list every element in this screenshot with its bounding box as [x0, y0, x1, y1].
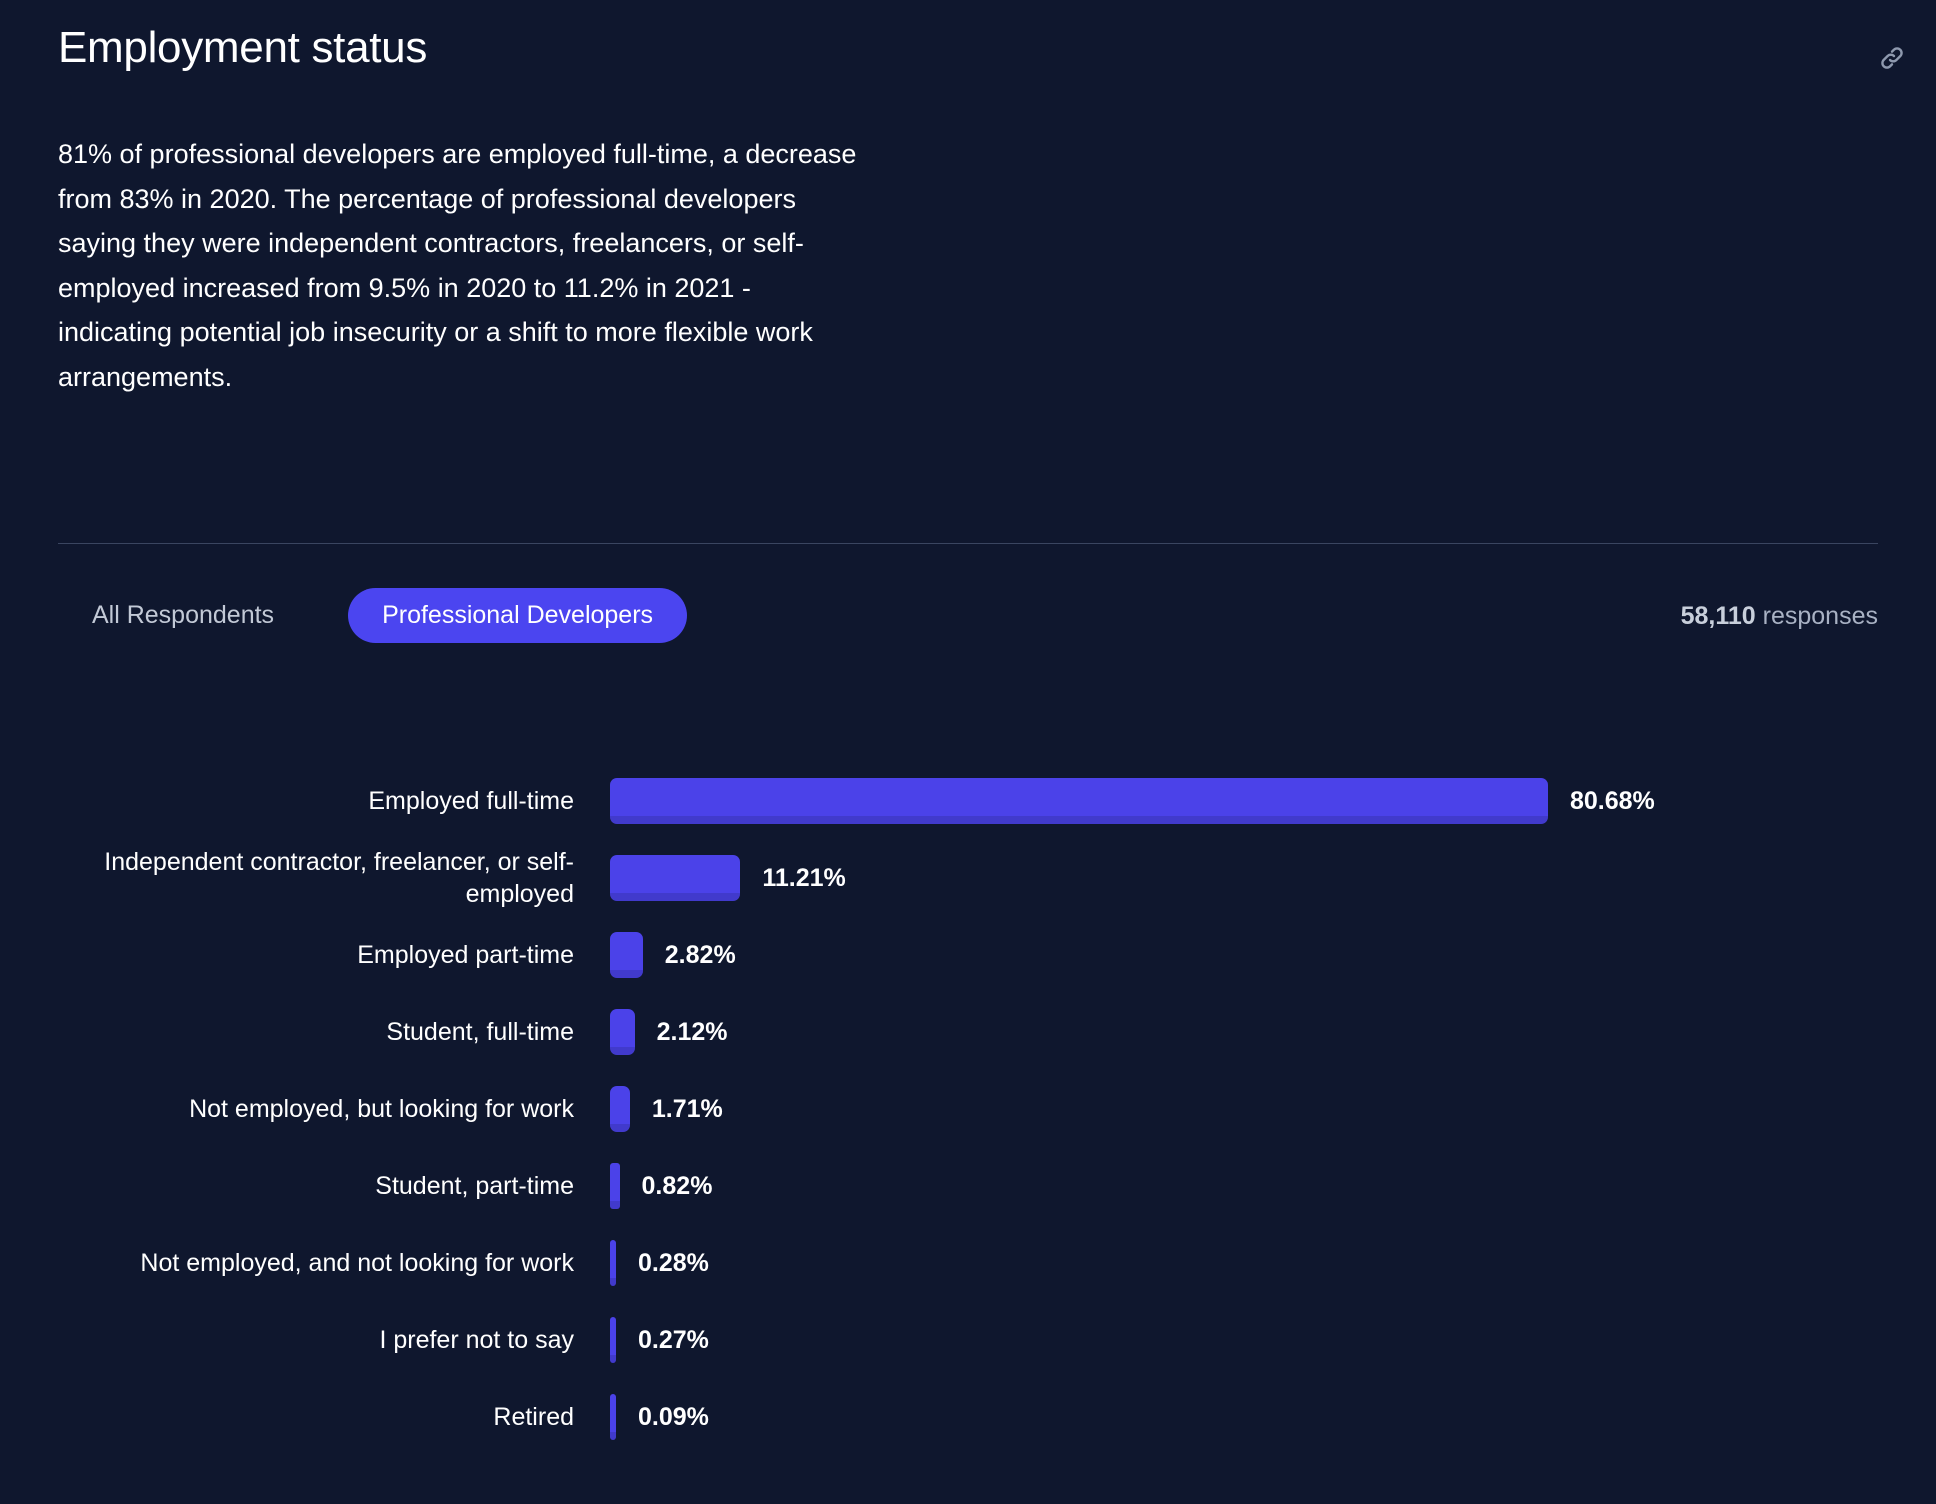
bar-track: 80.68%: [610, 770, 1878, 832]
intro-paragraph: 81% of professional developers are emplo…: [58, 139, 857, 392]
bar-row: Retired 0.09%: [58, 1386, 1878, 1448]
bar[interactable]: [610, 1317, 616, 1363]
bar-row: Employed part-time 2.82%: [58, 924, 1878, 986]
panel-header: Employment status: [58, 22, 1896, 75]
page-title: Employment status: [58, 23, 428, 72]
bar-label: Not employed, and not looking for work: [140, 1248, 574, 1277]
bar-value: 0.28%: [638, 1248, 709, 1277]
bar-row: Not employed, but looking for work 1.71%: [58, 1078, 1878, 1140]
filter-tabs: All Respondents Professional Developers: [58, 588, 688, 643]
bar-value: 11.21%: [762, 863, 846, 892]
bar-track: 0.28%: [610, 1232, 1878, 1294]
bar-label: Independent contractor, freelancer, or s…: [104, 848, 574, 908]
bar-track: 0.27%: [610, 1309, 1878, 1371]
bar[interactable]: [610, 778, 1548, 824]
tab-all-respondents[interactable]: All Respondents: [92, 601, 275, 629]
bar-row: Student, part-time 0.82%: [58, 1155, 1878, 1217]
bar-value: 1.71%: [651, 1094, 723, 1123]
bar-row: Not employed, and not looking for work 0.…: [58, 1232, 1878, 1294]
bar-label: I prefer not to say: [379, 1325, 574, 1354]
section-divider: [58, 543, 1878, 544]
bar-value: 2.82%: [664, 940, 736, 969]
response-count-label: responses: [1762, 602, 1878, 630]
bar-track: 11.21%: [610, 847, 1878, 909]
bar[interactable]: [610, 855, 741, 901]
bar[interactable]: [610, 1009, 635, 1055]
bar[interactable]: [610, 1163, 620, 1209]
bar-label: Student, part-time: [375, 1171, 574, 1200]
bar-row: Independent contractor, freelancer, or s…: [58, 847, 1878, 909]
response-count-value: 58,110: [1680, 602, 1756, 630]
bar-track: 2.12%: [610, 1001, 1878, 1063]
bar-value: 0.82%: [641, 1171, 713, 1200]
bar-value: 0.09%: [638, 1402, 709, 1431]
bar-label: Not employed, but looking for work: [189, 1094, 574, 1123]
bar[interactable]: [610, 932, 643, 978]
bar-label: Employed full-time: [368, 786, 574, 815]
bar-track: 0.82%: [610, 1155, 1878, 1217]
link-icon[interactable]: [1870, 36, 1914, 80]
bar-label: Student, full-time: [386, 1017, 574, 1046]
bar[interactable]: [610, 1394, 616, 1440]
tab-professional-developers[interactable]: Professional Developers: [348, 588, 688, 643]
bar-row: Employed full-time 80.68%: [58, 770, 1878, 832]
bar-track: 1.71%: [610, 1078, 1878, 1140]
bar-value: 2.12%: [656, 1017, 728, 1046]
bar[interactable]: [610, 1086, 630, 1132]
bar-track: 2.82%: [610, 924, 1878, 986]
bar[interactable]: [610, 1240, 616, 1286]
filter-tabs-row: All Respondents Professional Developers …: [58, 588, 1878, 650]
response-count: 58,110 responses: [1681, 602, 1878, 631]
employment-status-bar-chart: Employed full-time 80.68% Independent cont…: [58, 770, 1878, 1463]
bar-row: Student, full-time 2.12%: [58, 1001, 1878, 1063]
bar-row: I prefer not to say 0.27%: [58, 1309, 1878, 1371]
bar-value: 0.27%: [638, 1325, 709, 1354]
bar-label: Employed part-time: [357, 940, 574, 969]
bar-track: 0.09%: [610, 1386, 1878, 1448]
bar-label: Retired: [493, 1402, 574, 1431]
bar-value: 80.68%: [1570, 786, 1655, 815]
